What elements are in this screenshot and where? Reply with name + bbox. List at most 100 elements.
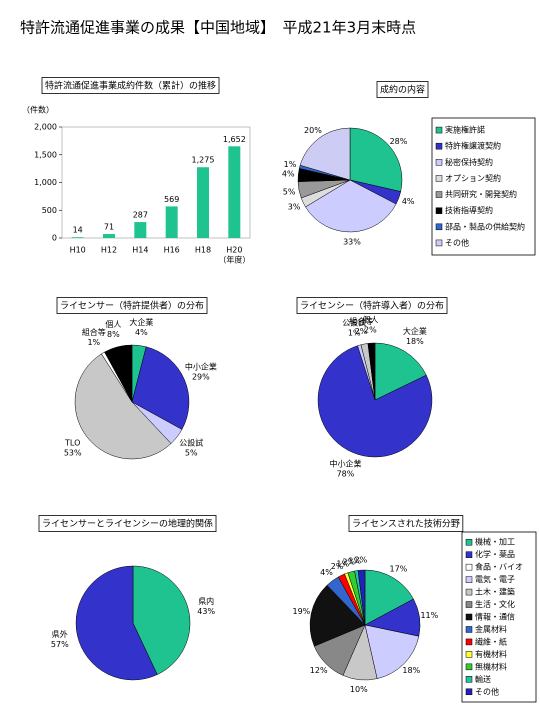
value-label: 11% [420, 611, 438, 620]
legend-label: 無機材料 [475, 661, 507, 671]
value-label: 29% [192, 373, 210, 382]
chart-title: ライセンシー（特許導入者）の分布 [300, 300, 444, 312]
value-label: 28% [390, 137, 408, 146]
value-label: 3% [288, 202, 301, 211]
legend-swatch [436, 127, 442, 133]
value-label: 17% [389, 565, 407, 574]
legend-label: 有機材料 [475, 649, 507, 659]
value-label: 2% [355, 556, 368, 565]
legend-label: 部品・製品の供給契約 [445, 221, 525, 231]
value-label: 57% [51, 640, 69, 649]
bar [72, 237, 84, 238]
legend-swatch [436, 240, 442, 246]
value-label: 1,275 [192, 156, 215, 165]
legend-swatch [466, 639, 472, 645]
legend-label: 共同研究・開発契約 [445, 189, 517, 199]
legend-label: 食品・バイオ [475, 562, 523, 572]
value-label: 1,652 [223, 135, 246, 144]
x-tick-label: H14 [132, 246, 148, 255]
bar [166, 206, 178, 238]
category-label: 組合等 [82, 327, 106, 337]
value-label: 287 [133, 211, 148, 220]
legend-swatch [436, 143, 442, 149]
legend-label: 秘密保持契約 [445, 157, 493, 167]
chart-title: 特許流通促進事業成約件数（累計）の推移 [45, 80, 216, 92]
x-tick-label: H20 [226, 246, 242, 255]
value-label: 18% [406, 337, 424, 346]
legend-label: その他 [475, 686, 499, 696]
legend-swatch [466, 602, 472, 608]
bar [197, 167, 209, 238]
value-label: 14 [73, 226, 83, 235]
legend-label: 化学・薬品 [475, 549, 515, 559]
legend-swatch [466, 614, 472, 620]
legend-label: 特許権譲渡契約 [445, 141, 501, 151]
legend-label: 技術指導契約 [445, 205, 493, 215]
chart-title: ライセンスされた技術分野 [352, 518, 460, 530]
category-label: 個人 [362, 315, 378, 325]
value-label: 43% [197, 607, 215, 616]
y-tick-label: 2,000 [34, 123, 57, 132]
value-label: 5% [185, 448, 198, 457]
category-label: 大企業 [129, 317, 153, 327]
value-label: 19% [292, 607, 310, 616]
legend-swatch [436, 159, 442, 165]
legend-box [432, 118, 535, 255]
value-label: 10% [350, 685, 368, 694]
legend-swatch [466, 689, 472, 695]
page: 特許流通促進事業の成果【中国地域】 平成21年3月末時点 特許流通促進事業成約件… [0, 0, 540, 720]
category-label: 県外 [52, 629, 68, 639]
plot-area [62, 127, 250, 238]
category-label: 個人 [105, 319, 121, 329]
category-label: 大企業 [403, 326, 427, 336]
legend-label: 機械・加工 [475, 537, 515, 547]
value-label: 71 [104, 223, 114, 232]
value-label: 4% [282, 170, 295, 179]
legend-label: その他 [445, 237, 469, 247]
legend-label: 金属材料 [475, 624, 507, 634]
legend-label: 生活・文化 [475, 599, 515, 609]
legend-swatch [466, 651, 472, 657]
y-tick-label: 1,500 [34, 150, 57, 159]
value-label: 5% [283, 187, 296, 196]
legend-label: 実施権許諾 [445, 125, 485, 135]
value-label: 18% [402, 666, 420, 675]
value-label: 2% [364, 326, 377, 335]
bar [228, 146, 240, 238]
value-label: 4% [135, 328, 148, 337]
y-axis-label: （件数） [22, 105, 54, 115]
legend-swatch [436, 224, 442, 230]
legend-label: オプション契約 [445, 173, 501, 183]
value-label: 1% [87, 338, 100, 347]
legend-label: 土木・建築 [475, 587, 515, 597]
category-label: 中小企業 [185, 362, 217, 372]
x-tick-label: H16 [164, 246, 180, 255]
legend-label: 情報・通信 [475, 612, 515, 622]
x-tick-label: H10 [70, 246, 86, 255]
legend-swatch [466, 676, 472, 682]
category-label: 公設試 [179, 437, 203, 447]
legend-swatch [466, 664, 472, 670]
legend-swatch [466, 552, 472, 558]
value-label: 569 [164, 195, 179, 204]
category-label: 中小企業 [329, 458, 361, 468]
legend-swatch [466, 626, 472, 632]
value-label: 20% [304, 126, 322, 135]
x-tick-label: H12 [101, 246, 117, 255]
value-label: 12% [310, 666, 328, 675]
legend-swatch [466, 589, 472, 595]
category-label: 県内 [198, 596, 214, 606]
legend-label: 繊維・紙 [475, 636, 507, 646]
legend-label: 輸送 [475, 674, 491, 684]
chart-title: ライセンサー（特許提供者）の分布 [60, 300, 204, 312]
page-title: 特許流通促進事業の成果【中国地域】 平成21年3月末時点 [20, 19, 416, 37]
legend-swatch [436, 192, 442, 198]
y-tick-label: 500 [42, 206, 57, 215]
legend-swatch [466, 564, 472, 570]
chart-title: ライセンサーとライセンシーの地理的関係 [42, 518, 213, 530]
legend-swatch [466, 577, 472, 583]
value-label: 1% [284, 160, 297, 169]
x-tick-label: H18 [195, 246, 211, 255]
legend-swatch [436, 208, 442, 214]
legend-swatch [436, 175, 442, 181]
